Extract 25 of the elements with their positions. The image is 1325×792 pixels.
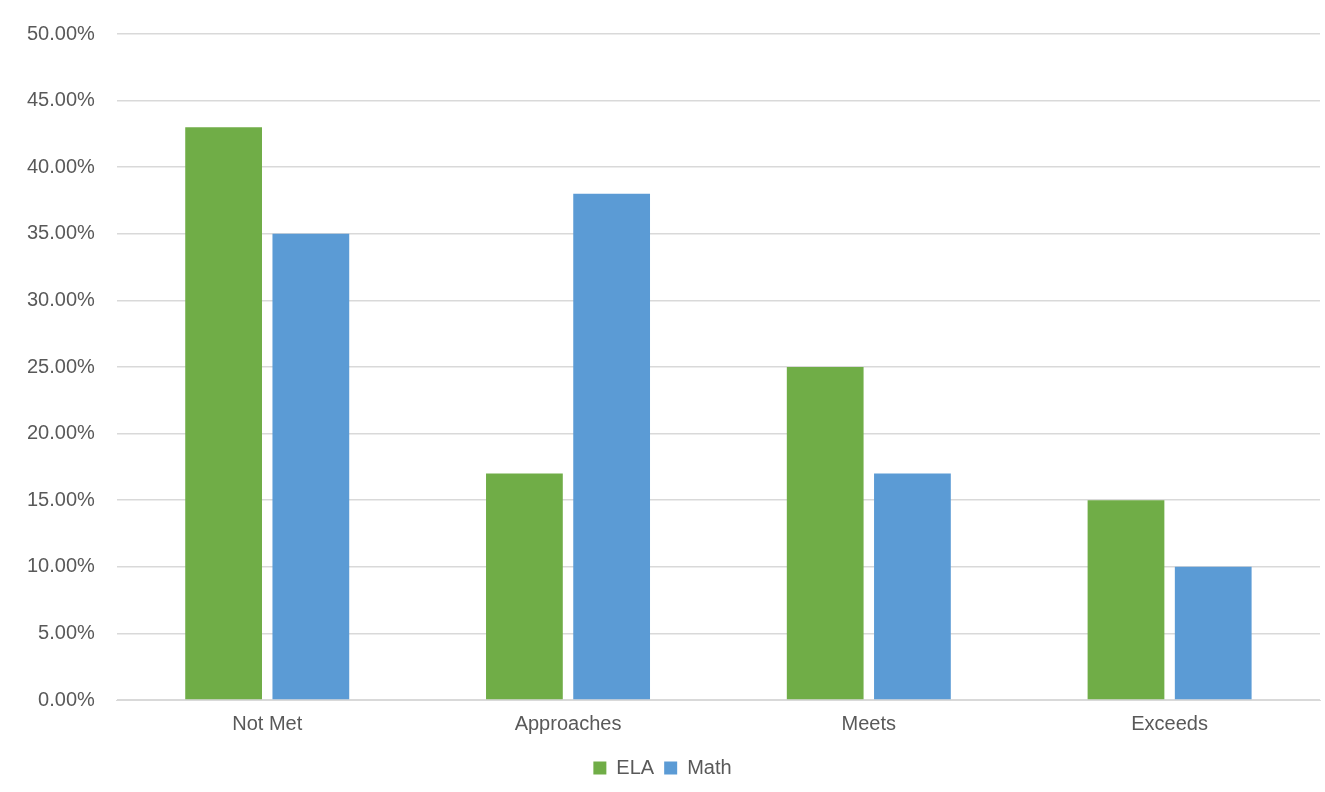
y-tick-label: 5.00% — [38, 620, 96, 643]
bar — [786, 367, 864, 700]
bar — [874, 473, 951, 700]
bar — [272, 233, 350, 700]
y-tick-label: 20.00% — [26, 421, 96, 444]
y-tick-label: 0.00% — [38, 687, 96, 710]
x-tick-label: Meets — [841, 711, 897, 734]
x-tick-label: Exceeds — [1131, 711, 1208, 734]
y-tick-label: 25.00% — [26, 354, 96, 377]
bar — [1174, 566, 1252, 700]
y-tick-label: 45.00% — [26, 88, 96, 111]
x-tick-label: Approaches — [514, 711, 622, 734]
bar — [185, 127, 262, 700]
y-tick-label: 50.00% — [26, 21, 96, 44]
legend-label: ELA — [616, 755, 655, 778]
y-tick-label: 10.00% — [26, 554, 96, 577]
x-tick-label: Not Met — [232, 711, 303, 734]
legend-label: Math — [687, 755, 732, 778]
y-tick-label: 35.00% — [26, 221, 96, 244]
bar — [486, 473, 563, 700]
y-tick-label: 15.00% — [26, 487, 96, 510]
y-tick-label: 30.00% — [26, 287, 96, 310]
bar — [573, 193, 651, 700]
bar — [1087, 500, 1165, 700]
y-tick-label: 40.00% — [26, 154, 96, 177]
